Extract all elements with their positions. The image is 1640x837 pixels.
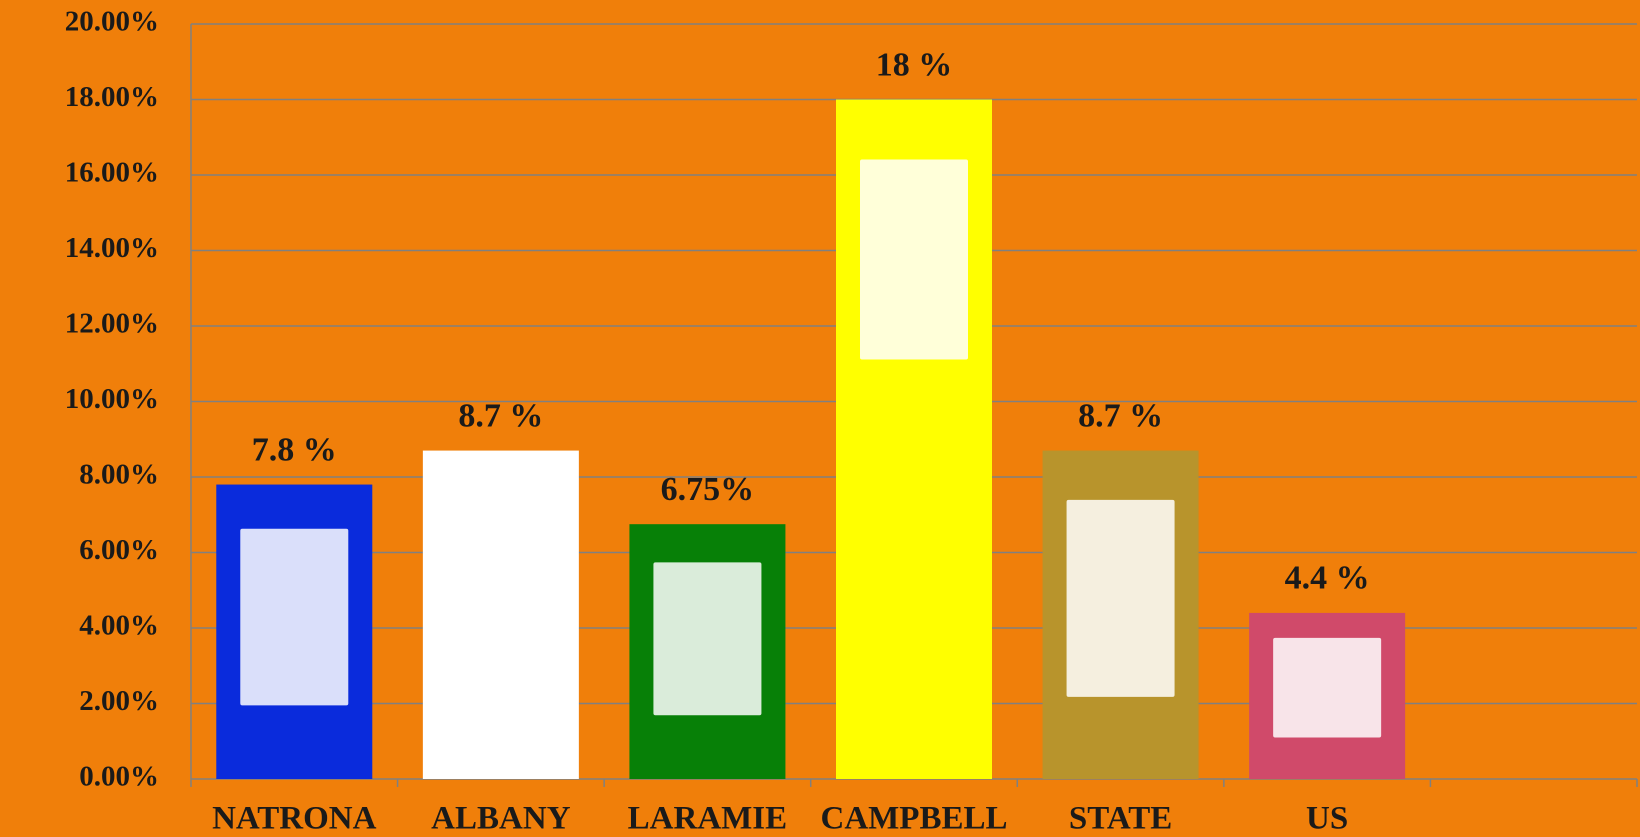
y-tick-label: 16.00% <box>65 157 159 189</box>
value-label: 8.7 % <box>458 397 543 434</box>
value-label: 8.7 % <box>1078 397 1163 434</box>
bar-emblem <box>860 159 968 360</box>
bar-emblem <box>653 562 762 716</box>
y-tick-label: 14.00% <box>65 232 159 264</box>
bar-emblem <box>1066 499 1175 697</box>
bar-emblem <box>1273 637 1382 738</box>
y-tick-label: 0.00% <box>79 761 159 793</box>
x-tick-label: STATE <box>1069 801 1172 837</box>
value-label: 18 % <box>876 46 953 83</box>
x-tick-label: CAMPBELL <box>820 801 1007 837</box>
value-label: 4.4 % <box>1285 560 1370 597</box>
x-tick-label: NATRONA <box>212 801 377 837</box>
x-tick-label: LARAMIE <box>628 801 788 837</box>
value-label: 7.8 % <box>252 431 337 468</box>
bar-emblem <box>446 499 555 697</box>
y-tick-label: 6.00% <box>79 534 159 566</box>
y-tick-label: 20.00% <box>65 6 159 38</box>
value-label: 6.75% <box>661 471 755 508</box>
y-tick-label: 4.00% <box>79 610 159 642</box>
y-tick-label: 10.00% <box>65 383 159 415</box>
y-tick-label: 2.00% <box>79 685 159 717</box>
x-tick-label: US <box>1306 801 1348 837</box>
x-tick-label: ALBANY <box>431 801 571 837</box>
y-tick-label: 8.00% <box>79 459 159 491</box>
bar-emblem <box>240 528 349 706</box>
y-tick-label: 18.00% <box>65 81 159 113</box>
y-tick-label: 12.00% <box>65 308 159 340</box>
